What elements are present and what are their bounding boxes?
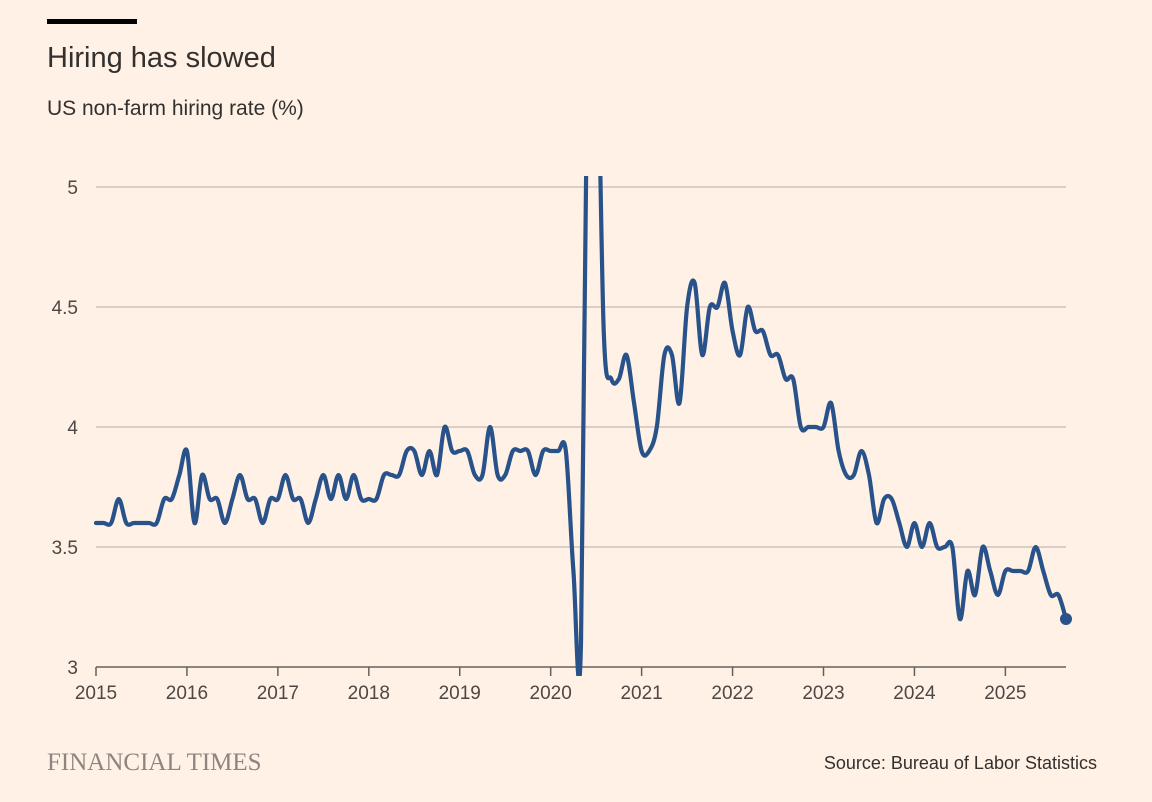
y-tick-label: 4 [67,418,78,439]
x-tick-label: 2024 [893,683,936,704]
title-accent-bar [47,19,137,24]
series-layer [93,176,1069,676]
y-tick-label: 3 [67,658,78,679]
ft-logo: FINANCIAL TIMES [47,749,262,776]
last-point-marker [1059,613,1072,625]
y-tick-label: 3.5 [52,538,78,559]
chart-subtitle: US non-farm hiring rate (%) [47,97,304,120]
x-tick-label: 2018 [348,683,390,704]
x-tick-label: 2025 [984,683,1026,704]
x-tick-label: 2017 [257,683,299,704]
y-tick-label: 5 [67,178,78,199]
x-tick-label: 2019 [439,683,481,704]
x-tick-label: 2023 [802,683,844,704]
series-line-hiring-rate [93,176,1069,676]
x-tick-label: 2020 [530,683,572,704]
x-axis: 2015 2016 2017 2018 2019 2020 2021 2022 2023 2024… [75,666,1066,704]
chart-title: Hiring has slowed [47,42,276,74]
x-tick-label: 2021 [620,683,662,704]
x-tick-label: 2015 [75,683,117,704]
x-tick-label: 2016 [166,683,208,704]
y-tick-label: 4.5 [52,298,78,319]
y-axis-ticks: 3 3.5 4 4.5 5 [52,178,79,679]
source-note: Source: Bureau of Labor Statistics [823,753,1097,773]
x-tick-label: 2022 [711,683,753,704]
